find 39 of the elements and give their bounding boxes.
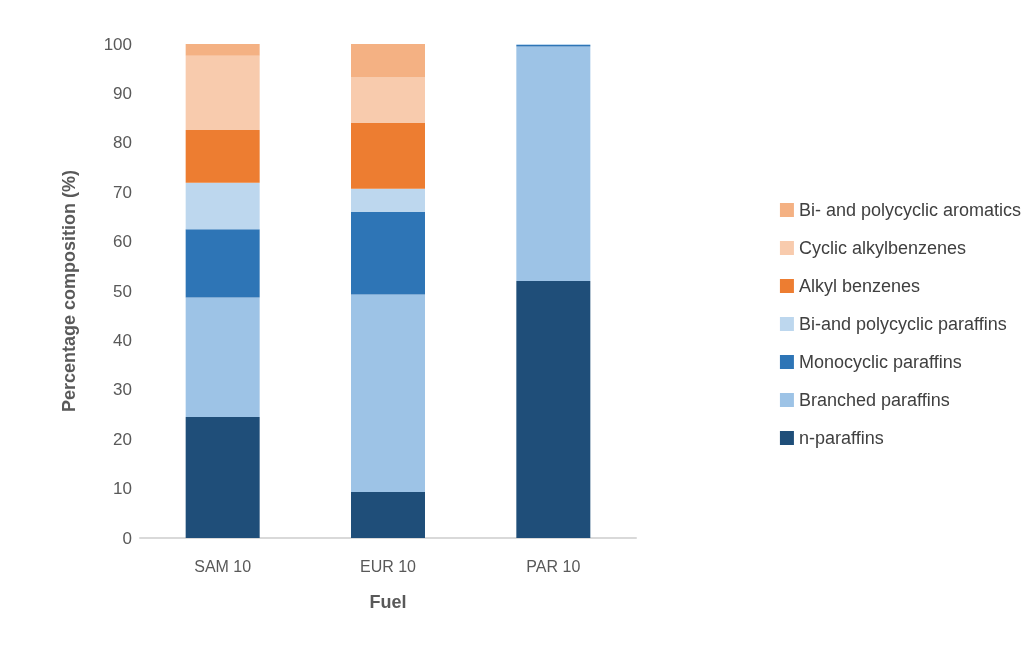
bar: [185, 129, 260, 183]
y-tick-label: 60: [113, 232, 132, 252]
bar: [351, 44, 425, 78]
y-tick-label: 70: [113, 182, 132, 202]
y-axis-title: Percentage composition (%): [59, 169, 79, 413]
bar: [185, 182, 260, 230]
legend-label: Cyclic alkylbenzenes: [798, 238, 966, 258]
x-tick-label: SAM 10: [194, 557, 252, 575]
bar: [516, 46, 591, 282]
y-tick-label: 90: [113, 83, 132, 103]
bar: [351, 77, 425, 124]
y-tick-label: 0: [122, 528, 132, 548]
bar: [351, 294, 425, 493]
y-tick-label: 30: [113, 380, 132, 400]
x-tick-label: EUR 10: [359, 557, 417, 575]
bar: [351, 492, 425, 538]
legend-label: Alkyl benzenes: [798, 276, 920, 296]
bar: [516, 281, 591, 538]
x-tick-label: PAR 10: [526, 557, 581, 575]
bar: [351, 211, 425, 295]
y-tick-label: 80: [113, 133, 132, 153]
bar: [351, 123, 425, 189]
legend-label: Bi-and polycyclic paraffins: [798, 314, 1007, 334]
x-axis-title: Fuel: [369, 592, 407, 612]
y-tick-label: 100: [103, 34, 132, 54]
legend-label: Bi- and polycyclic aromatics: [798, 200, 1021, 220]
y-tick-label: 40: [113, 330, 132, 350]
y-tick-label: 50: [113, 281, 132, 301]
bar: [185, 297, 260, 417]
y-tick-label: 10: [113, 479, 132, 499]
y-tick-label: 20: [113, 429, 132, 449]
legend-label: Monocyclic paraffins: [798, 352, 962, 372]
bar: [185, 55, 260, 130]
legend-label: n-paraffins: [798, 428, 884, 448]
bar: [351, 188, 425, 212]
bar: [185, 44, 260, 56]
bar: [185, 229, 260, 298]
bar: [185, 416, 260, 538]
legend-label: Branched paraffins: [798, 390, 950, 410]
